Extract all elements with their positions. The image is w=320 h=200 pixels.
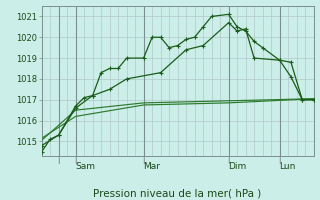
Text: Dim: Dim <box>228 162 247 171</box>
Text: |: | <box>75 158 77 164</box>
Text: Sam: Sam <box>76 162 96 171</box>
Text: |: | <box>278 158 281 164</box>
Text: |: | <box>142 158 145 164</box>
Text: Mar: Mar <box>144 162 161 171</box>
Text: |: | <box>228 158 230 164</box>
Text: |: | <box>57 158 60 164</box>
Text: Lun: Lun <box>280 162 296 171</box>
Text: Pression niveau de la mer( hPa ): Pression niveau de la mer( hPa ) <box>93 189 262 199</box>
